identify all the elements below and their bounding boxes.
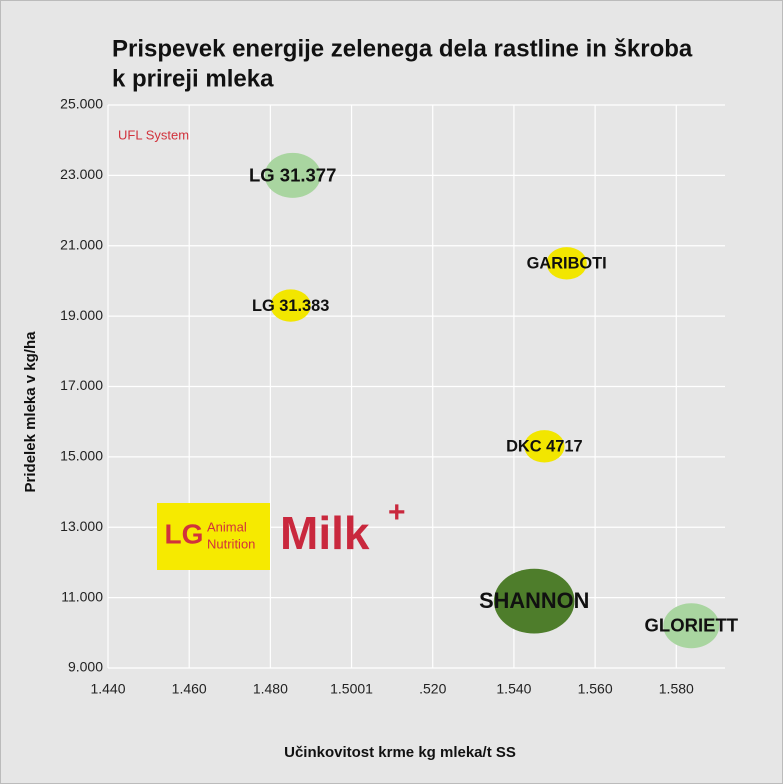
- x-tick-label: 1.440: [90, 681, 125, 697]
- bubble: [270, 289, 311, 322]
- logo-brand: LG: [165, 518, 204, 549]
- logo-text: Nutrition: [207, 536, 255, 551]
- y-tick-label: 19.000: [60, 307, 103, 323]
- y-tick-label: 23.000: [60, 166, 103, 182]
- bubble: [493, 568, 575, 634]
- y-tick-label: 21.000: [60, 236, 103, 252]
- y-tick-label: 13.000: [60, 518, 103, 534]
- x-tick-label: 1.560: [578, 681, 613, 697]
- bubble: [264, 152, 321, 198]
- bubble: [663, 603, 720, 649]
- bubble-label: DKC 4717: [506, 438, 583, 456]
- bubble-label: SHANNON: [479, 588, 589, 613]
- bubble-label: LG 31.377: [249, 164, 336, 185]
- y-tick-label: 11.000: [61, 588, 103, 604]
- chart-title: Prispevek energije zelenega dela rastlin…: [112, 35, 693, 62]
- logo-product: Milk: [280, 507, 370, 559]
- y-tick-label: 17.000: [60, 377, 103, 393]
- logo: LG Animal Nutrition Milk +: [157, 496, 406, 570]
- logo-box: [157, 503, 270, 570]
- bubble: [524, 430, 565, 463]
- x-tick-label: 1.480: [253, 681, 288, 697]
- bubble: [546, 247, 587, 280]
- bubble-label: LG 31.383: [252, 297, 329, 315]
- x-tick-label: 1.460: [172, 681, 207, 697]
- bubble-label: GLORIETT: [645, 615, 739, 636]
- x-tick-label: 1.540: [496, 681, 531, 697]
- x-tick-label: 1.580: [659, 681, 694, 697]
- x-tick-label: .520: [419, 681, 446, 697]
- logo-text: Animal: [207, 519, 247, 534]
- bubble-label: GARIBOTI: [527, 255, 607, 273]
- y-tick-label: 9.000: [68, 659, 103, 675]
- x-tick-label: 1.5001: [330, 681, 373, 697]
- annotation: UFL System: [118, 127, 189, 142]
- x-axis-label: Učinkovitost krme kg mleka/t SS: [284, 744, 516, 761]
- chart-title: k prireji mleka: [112, 65, 274, 92]
- y-tick-label: 15.000: [60, 448, 103, 464]
- y-axis-label: Pridelek mleka v kg/ha: [22, 331, 39, 493]
- logo-plus: +: [388, 496, 406, 529]
- y-tick-label: 25.000: [60, 96, 103, 112]
